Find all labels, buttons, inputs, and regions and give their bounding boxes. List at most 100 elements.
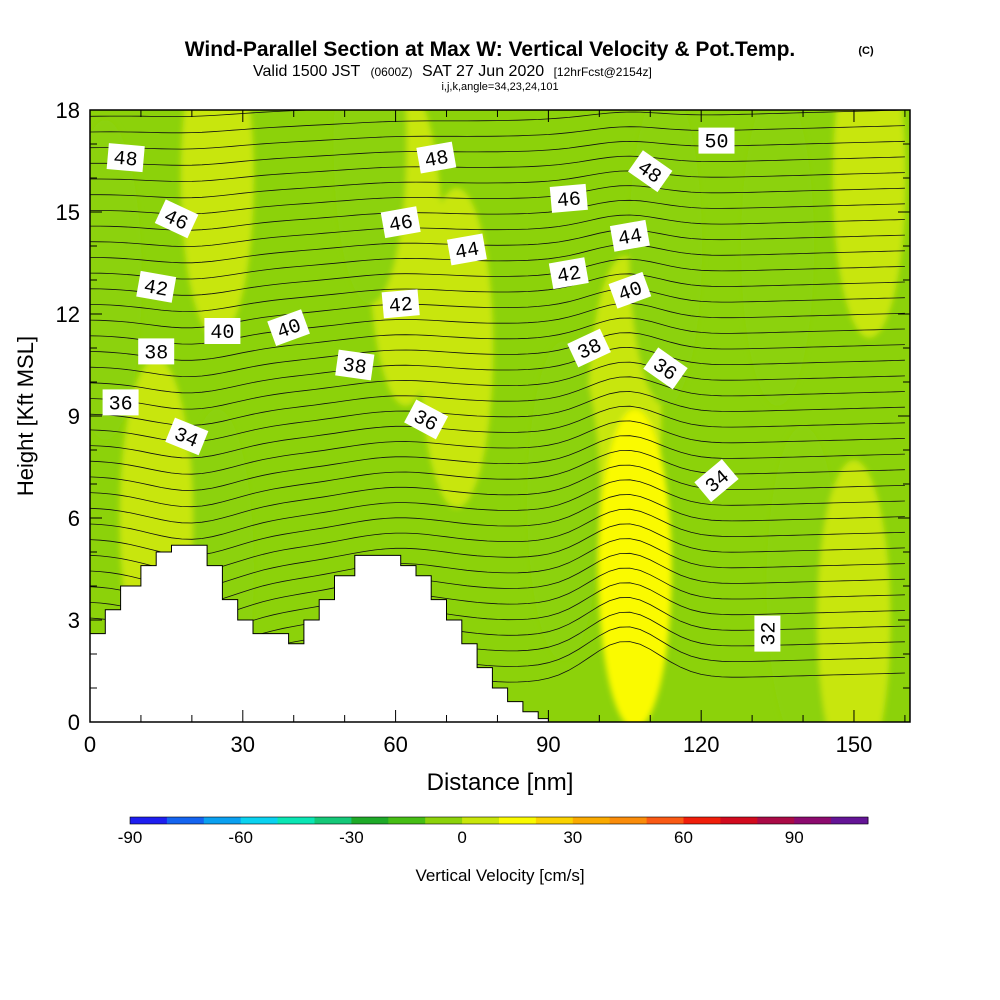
index-line: i,j,k,angle=34,23,24,101 — [441, 81, 558, 93]
colorbar-swatch — [351, 817, 389, 824]
theta-label: 36 — [404, 399, 449, 440]
colorbar-swatch — [240, 817, 279, 824]
theta-line — [90, 317, 905, 361]
theta-label-box — [567, 328, 611, 368]
y-tick-label: 0 — [68, 710, 80, 735]
colorbar-label: Vertical Velocity [cm/s] — [415, 866, 584, 885]
colorbar-swatch — [203, 817, 242, 824]
theta-line — [90, 494, 905, 556]
colorbar-tick-label: -60 — [228, 828, 253, 847]
colorbar-swatch — [166, 817, 205, 824]
theta-label: 48 — [627, 150, 673, 193]
theta-line — [90, 332, 905, 378]
theta-label-text: 42 — [555, 262, 583, 289]
x-tick-label: 90 — [536, 732, 560, 757]
theta-line — [90, 523, 905, 589]
theta-label-text: 44 — [617, 225, 645, 252]
theta-label-box — [381, 289, 420, 319]
x-axis-label: Distance [nm] — [427, 769, 574, 796]
theta-label-box — [380, 206, 421, 239]
theta-line — [90, 258, 905, 296]
theta-label: 48 — [106, 143, 145, 173]
subtitle-valid: Valid 1500 JST — [253, 63, 361, 80]
colorbar-swatch — [572, 817, 611, 824]
colorbar-tick-label: 90 — [785, 828, 804, 847]
theta-label-box — [138, 338, 175, 365]
theta-label-text: 48 — [113, 148, 139, 173]
colorbar-swatch — [462, 817, 500, 824]
theta-line — [90, 405, 905, 459]
theta-label-box — [446, 233, 487, 266]
theta-label-text: 32 — [758, 622, 781, 646]
subtitle-date: SAT 27 Jun 2020 — [422, 63, 544, 80]
theta-label: 46 — [380, 206, 421, 239]
theta-label: 42 — [136, 270, 177, 303]
theta-label-box — [548, 257, 589, 290]
subtitle-utc: (0600Z) — [370, 65, 412, 79]
theta-label-box — [694, 459, 739, 503]
colorbar-swatch — [535, 817, 574, 824]
y-axis-label: Height [Kft MSL] — [13, 336, 38, 496]
colorbar-swatch — [646, 817, 684, 824]
colorbar: -90 -60 -30 0 30 60 90 — [118, 816, 869, 847]
colorbar-swatch — [794, 817, 832, 824]
colorbar-swatch — [314, 817, 352, 824]
theta-label-box — [106, 143, 145, 173]
x-tick-label: 30 — [231, 732, 255, 757]
theta-line — [90, 508, 905, 573]
theta-line — [90, 140, 905, 166]
chart-subtitle: Valid 1500 JST (0600Z) SAT 27 Jun 2020 [… — [253, 63, 652, 80]
y-tick-label: 12 — [56, 302, 80, 327]
x-tick-label: 0 — [84, 732, 96, 757]
theta-line — [90, 420, 905, 475]
theta-label: 48 — [416, 141, 457, 174]
theta-label-box — [165, 417, 209, 456]
x-tick-label: 150 — [836, 732, 873, 757]
velocity-cell — [527, 341, 601, 661]
theta-label-box — [643, 347, 688, 390]
theta-line — [90, 391, 905, 443]
colorbar-swatch — [683, 817, 721, 824]
plot-area — [90, 110, 910, 722]
theta-label: 36 — [102, 389, 139, 416]
terrain-shape — [90, 544, 549, 722]
theta-line — [90, 435, 905, 491]
theta-label: 32 — [754, 615, 781, 652]
theta-label-box — [154, 199, 199, 239]
theta-label: 38 — [335, 349, 375, 381]
theta-line — [90, 243, 905, 280]
colorbar-swatch — [757, 817, 795, 824]
theta-label: 44 — [446, 233, 487, 266]
theta-label: 36 — [643, 347, 688, 390]
theta-label-box — [404, 399, 449, 440]
theta-label: 40 — [204, 318, 241, 345]
theta-label-box — [698, 127, 735, 154]
theta-label-box — [416, 141, 457, 174]
y-tick-label: 15 — [56, 200, 80, 225]
theta-label: 46 — [549, 183, 588, 213]
colorbar-swatch — [130, 817, 168, 824]
theta-line — [90, 170, 905, 199]
theta-label: 42 — [381, 289, 420, 319]
theta-label-box — [102, 389, 139, 416]
y-tick-label: 3 — [68, 608, 80, 633]
velocity-cell — [817, 460, 891, 722]
velocity-cell — [598, 409, 672, 722]
theta-line — [90, 361, 905, 410]
colorbar-swatch — [425, 817, 463, 824]
theta-line — [90, 538, 905, 605]
colorbar-swatch — [388, 817, 426, 824]
theta-line — [90, 229, 905, 264]
colorbar-tick-label: 0 — [457, 828, 466, 847]
theta-line — [90, 110, 905, 134]
colorbar-swatch — [277, 817, 315, 824]
theta-label: 50 — [698, 127, 735, 155]
terrain-mask — [90, 544, 549, 722]
x-axis: 0 30 60 90 120 150 — [84, 110, 906, 757]
y-tick-label: 6 — [68, 506, 80, 531]
theta-label: 42 — [548, 257, 589, 290]
theta-line — [90, 464, 905, 524]
